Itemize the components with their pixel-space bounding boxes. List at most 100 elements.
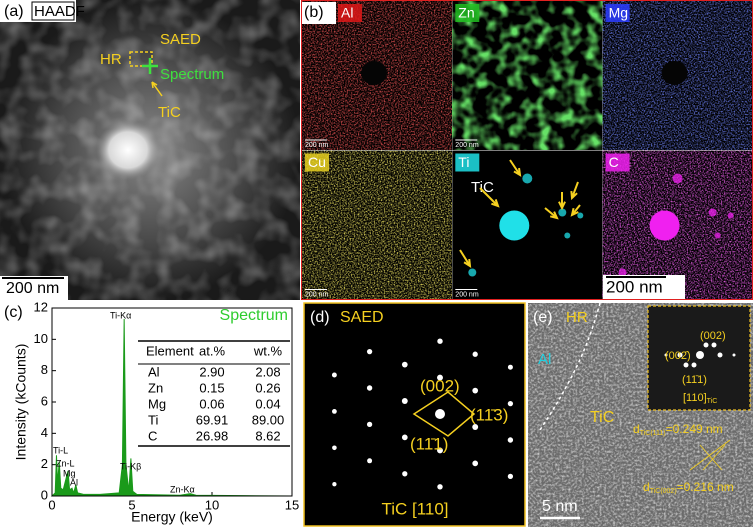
scale-label: 200 nm bbox=[305, 142, 329, 149]
diffraction-spot bbox=[472, 460, 479, 467]
diffraction-spot bbox=[401, 361, 408, 368]
diffraction-spot bbox=[331, 408, 337, 414]
spot-label: (11̄3) bbox=[470, 405, 508, 424]
panel-label: (d) bbox=[310, 309, 330, 326]
diffraction-spot bbox=[332, 482, 337, 487]
diffraction-spot bbox=[437, 374, 443, 381]
element-label: Ti bbox=[458, 154, 469, 170]
fft-spot bbox=[711, 342, 717, 348]
panel-label: (e) bbox=[533, 309, 553, 326]
fft-spot bbox=[703, 342, 709, 348]
peak-label: Zn-L bbox=[56, 458, 75, 468]
spot-label: (002) bbox=[420, 376, 460, 395]
diffraction-spot bbox=[437, 338, 443, 344]
y-axis-title: Intensity (kCounts) bbox=[13, 344, 29, 461]
arrow bbox=[151, 81, 163, 97]
diffraction-spot bbox=[366, 385, 373, 391]
table-header: at.% bbox=[199, 343, 225, 358]
elemental-map bbox=[302, 150, 452, 300]
y-tick-label: 2 bbox=[41, 456, 48, 471]
particle-signal bbox=[468, 268, 477, 277]
arrow bbox=[459, 249, 472, 268]
scale-label: 200 nm bbox=[305, 291, 329, 298]
diffraction-spot bbox=[472, 424, 479, 430]
panel-title: SAED bbox=[340, 309, 384, 326]
hr-region bbox=[129, 51, 153, 67]
particle-signal bbox=[577, 212, 584, 219]
peak-label: Zn-Kα bbox=[170, 484, 195, 494]
table-cell: 69.91 bbox=[196, 412, 229, 427]
table-cell: 0.06 bbox=[199, 396, 224, 411]
fft-spot bbox=[677, 352, 683, 358]
d-symbol: d bbox=[643, 480, 650, 494]
label-box bbox=[302, 2, 336, 24]
element-label: C bbox=[609, 154, 619, 170]
diffraction-spot bbox=[401, 398, 408, 404]
panel-label: (b) bbox=[304, 4, 324, 21]
diffraction-spot bbox=[507, 437, 514, 443]
fft-spot bbox=[664, 353, 668, 357]
diffraction-spot bbox=[366, 348, 373, 355]
diffraction-spot bbox=[332, 445, 337, 451]
d-value: =0.216 nm bbox=[677, 480, 734, 494]
table-cell: 8.62 bbox=[255, 428, 280, 443]
particle-signal bbox=[649, 210, 680, 241]
diffraction-spot bbox=[331, 372, 337, 378]
d-subscript: TiC(002) bbox=[650, 488, 677, 495]
panel-title: HAADF bbox=[34, 3, 85, 20]
diffraction-spot bbox=[367, 458, 373, 464]
table-cell: Mg bbox=[148, 396, 166, 411]
scale-label: 200 nm bbox=[6, 280, 59, 297]
fft-spot bbox=[683, 362, 689, 368]
zone-subscript: TiC bbox=[707, 398, 718, 405]
tic-particle bbox=[96, 120, 160, 180]
table-cell: 0.26 bbox=[255, 380, 280, 395]
elemental-map bbox=[452, 1, 603, 150]
particle-signal bbox=[708, 208, 717, 217]
element-label: Mg bbox=[609, 5, 628, 21]
diffraction-spot bbox=[401, 434, 408, 441]
table-cell: 2.90 bbox=[199, 364, 224, 379]
table-cell: 2.08 bbox=[255, 364, 280, 379]
y-tick-label: 0 bbox=[41, 487, 48, 502]
zone-label: [110]TiC bbox=[683, 392, 717, 405]
table-header: Element bbox=[146, 343, 194, 358]
diffraction-spot bbox=[437, 447, 443, 454]
lattice-fringe bbox=[689, 439, 731, 471]
table-cell: 0.15 bbox=[199, 380, 224, 395]
particle-void bbox=[361, 61, 387, 85]
element-box bbox=[455, 4, 480, 22]
annotation: HR bbox=[566, 309, 588, 326]
central-beam bbox=[435, 409, 445, 419]
diffraction-spot bbox=[366, 421, 373, 428]
fft-spot bbox=[717, 352, 723, 358]
table-cell: Al bbox=[148, 364, 160, 379]
table-cell: Ti bbox=[148, 412, 158, 427]
fft-spot bbox=[696, 351, 704, 359]
particle-signal bbox=[714, 232, 721, 239]
y-tick-label: 8 bbox=[41, 362, 48, 377]
fft-spot bbox=[691, 362, 697, 368]
fft-label: (002) bbox=[700, 330, 726, 342]
d-spacing: dTiC(111)=0.249 nm bbox=[633, 422, 723, 437]
table-cell: Zn bbox=[148, 380, 163, 395]
arrow bbox=[558, 192, 566, 211]
y-tick-label: 4 bbox=[41, 425, 48, 440]
arrow bbox=[544, 207, 559, 220]
zone-index: [110] bbox=[683, 392, 707, 404]
element-box bbox=[605, 4, 630, 22]
y-tick-label: 10 bbox=[34, 331, 48, 346]
particle-signal bbox=[672, 173, 683, 184]
diffraction-spot bbox=[472, 351, 478, 357]
annotation: HR bbox=[100, 51, 122, 68]
spectrum-area bbox=[50, 318, 293, 497]
arrow bbox=[479, 187, 500, 208]
annotation: TiC bbox=[590, 409, 614, 426]
d-value: =0.249 nm bbox=[666, 422, 723, 436]
d-symbol: d bbox=[633, 422, 640, 436]
particle-signal bbox=[522, 173, 533, 184]
particle-void bbox=[661, 61, 688, 85]
element-label: Zn bbox=[458, 5, 474, 21]
x-axis-title: Energy (keV) bbox=[131, 509, 213, 525]
fft-label: (002̄) bbox=[665, 350, 691, 362]
